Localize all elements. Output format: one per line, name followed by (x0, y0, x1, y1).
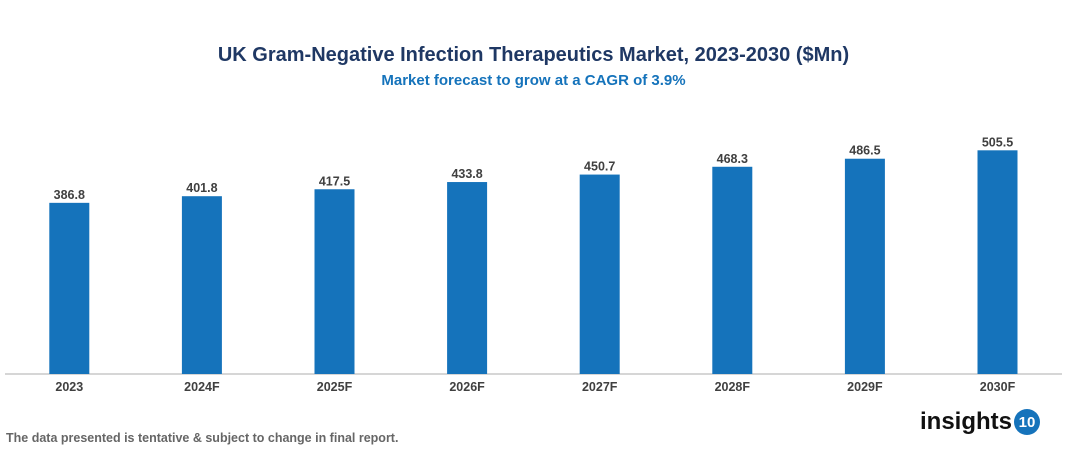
bar-2029F (844, 158, 885, 374)
chart-title: UK Gram-Negative Infection Therapeutics … (217, 44, 850, 66)
x-tick-label: 2024F (184, 380, 220, 394)
bar-2025F (314, 189, 355, 374)
logo-badge: 10 (1014, 409, 1041, 435)
data-label: 386.8 (54, 188, 85, 202)
bar-2024F (181, 196, 222, 374)
insights10-logo: insights 10 (920, 408, 1041, 436)
data-label: 433.8 (451, 167, 482, 181)
chart-subtitle: Market forecast to grow at a CAGR of 3.9… (381, 72, 686, 89)
bar-2026F (447, 182, 488, 374)
footnote: The data presented is tentative & subjec… (6, 431, 399, 445)
data-label: 505.5 (982, 135, 1013, 149)
x-tick-label: 2028F (715, 380, 751, 394)
x-tick-label: 2025F (317, 380, 353, 394)
bar-2023 (49, 202, 90, 374)
bar-2028F (712, 166, 753, 374)
x-tick-label: 2030F (980, 380, 1016, 394)
logo-text: insights (920, 408, 1013, 435)
data-label: 468.3 (717, 152, 748, 166)
x-tick-label: 2023 (55, 380, 83, 394)
x-tick-label: 2027F (582, 380, 618, 394)
bar-2030F (977, 150, 1018, 374)
data-label: 450.7 (584, 160, 615, 174)
x-tick-label: 2026F (449, 380, 485, 394)
bar-2027F (579, 174, 620, 374)
data-label: 401.8 (186, 181, 217, 195)
data-label: 417.5 (319, 174, 350, 188)
data-label: 486.5 (849, 144, 880, 158)
x-tick-label: 2029F (847, 380, 883, 394)
